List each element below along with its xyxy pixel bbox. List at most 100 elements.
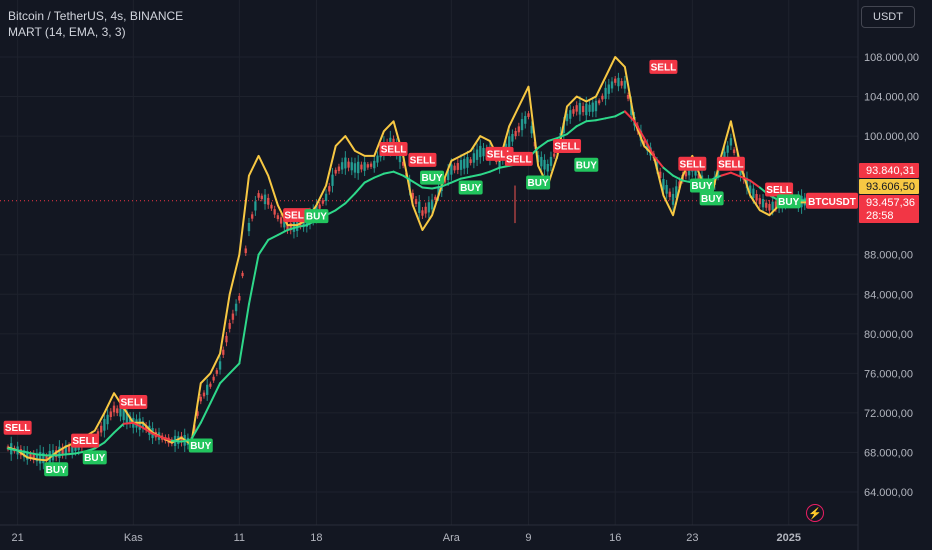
signal-label: BUY: [701, 194, 722, 205]
trend-line-segment: [247, 253, 260, 306]
sell-signal: [71, 433, 100, 448]
signal-label: SELL: [680, 159, 706, 170]
candle-body: [334, 169, 337, 174]
buy-signal: [699, 191, 724, 206]
candle-body: [755, 194, 758, 201]
trend-line-segment: [739, 175, 752, 182]
trend-line-segment: [672, 174, 684, 182]
trend-line-segment: [431, 185, 443, 190]
signal-label: SELL: [651, 62, 677, 73]
trend-line-segment: [344, 192, 356, 205]
time-tick-label: 23: [686, 532, 698, 544]
trend-line-segment: [488, 166, 501, 173]
candle-body: [591, 102, 594, 112]
trend-line-segment: [392, 170, 405, 177]
candle-body: [684, 171, 688, 177]
price-tick-label: 88.000,00: [864, 250, 913, 262]
trend-line-segment: [55, 453, 67, 457]
price-tag: [859, 179, 919, 194]
trend-line-segment: [170, 439, 183, 443]
candle-body: [212, 376, 215, 381]
candle-body: [530, 125, 533, 134]
candle-body: [479, 145, 482, 158]
candle-body: [263, 194, 267, 205]
buy-signal: [188, 438, 213, 453]
trend-line-segment: [64, 452, 77, 456]
signal-label: SELL: [381, 144, 407, 155]
currency-button[interactable]: USDT: [861, 6, 915, 28]
signal-label: SELL: [766, 185, 792, 196]
signal-label: BUY: [778, 197, 799, 208]
candle-body: [42, 452, 45, 464]
candle-body: [569, 110, 572, 119]
candle-body: [540, 156, 543, 167]
candle-body: [199, 396, 202, 402]
candle-body: [344, 157, 347, 169]
sell-signal: [119, 395, 148, 410]
candle-body: [279, 217, 283, 224]
sell-signal: [408, 152, 437, 167]
sell-signal: [765, 182, 794, 197]
candle-body: [205, 384, 209, 395]
candle-body: [273, 209, 276, 215]
price-tick-label: 80.000,00: [864, 329, 913, 341]
trend-line-segment: [537, 140, 549, 149]
candle-body: [234, 303, 238, 312]
candle-body: [434, 196, 437, 200]
candle-body: [228, 322, 231, 329]
candle-body: [646, 143, 649, 151]
candle-body: [443, 178, 447, 183]
time-tick-label: 18: [310, 532, 322, 544]
trend-line-segment: [209, 382, 222, 405]
candle-body: [675, 186, 678, 198]
candle-body: [109, 411, 113, 417]
sell-signal: [649, 59, 678, 74]
signal-label: BUY: [528, 178, 549, 189]
time-tick-label: Ara: [443, 532, 461, 544]
trend-line-segment: [546, 137, 559, 143]
candle-body: [623, 80, 627, 89]
trend-line-segment: [479, 170, 491, 176]
buy-signal: [776, 194, 801, 209]
candle-body: [103, 418, 106, 431]
candle-body: [482, 147, 485, 157]
price-tick-label: 68.000,00: [864, 447, 913, 459]
candle-body: [572, 109, 575, 114]
trend-line-segment: [729, 171, 742, 178]
trend-line-segment: [498, 164, 511, 169]
candle-body: [247, 222, 251, 232]
candle-body: [321, 200, 325, 204]
candle-body: [662, 178, 665, 190]
candle-body: [768, 203, 771, 211]
candle-body: [459, 160, 463, 170]
trend-line-segment: [373, 172, 385, 179]
trend-line-segment: [276, 229, 289, 236]
symbol-tag-label: BTCUSDT: [808, 197, 856, 208]
trend-line-segment: [575, 120, 588, 128]
signal-label: BUY: [84, 453, 105, 464]
buy-signal: [82, 450, 107, 465]
candle-body: [257, 193, 260, 198]
candle-body: [626, 94, 630, 99]
candle-body: [276, 215, 280, 220]
trend-line-segment: [720, 171, 732, 177]
time-tick-label: 21: [12, 532, 24, 544]
trend-line-segment: [633, 120, 646, 140]
sell-signal: [504, 151, 533, 166]
candle-body: [128, 416, 132, 424]
signal-label: SELL: [410, 155, 436, 166]
buy-signal: [574, 157, 599, 172]
indicator-legend[interactable]: MART (14, EMA, 3, 3): [8, 25, 126, 39]
signal-label: BUY: [460, 183, 481, 194]
candle-body: [45, 456, 48, 461]
price-tag-label: 93.457,36: [866, 197, 915, 209]
candle-body: [331, 174, 334, 186]
candle-body: [270, 204, 273, 209]
candle-body: [357, 161, 360, 174]
candle-body: [35, 453, 39, 462]
candle-body: [67, 445, 71, 452]
lightning-icon[interactable]: ⚡: [806, 504, 824, 522]
candle-body: [119, 408, 122, 417]
candle-body: [765, 202, 768, 208]
